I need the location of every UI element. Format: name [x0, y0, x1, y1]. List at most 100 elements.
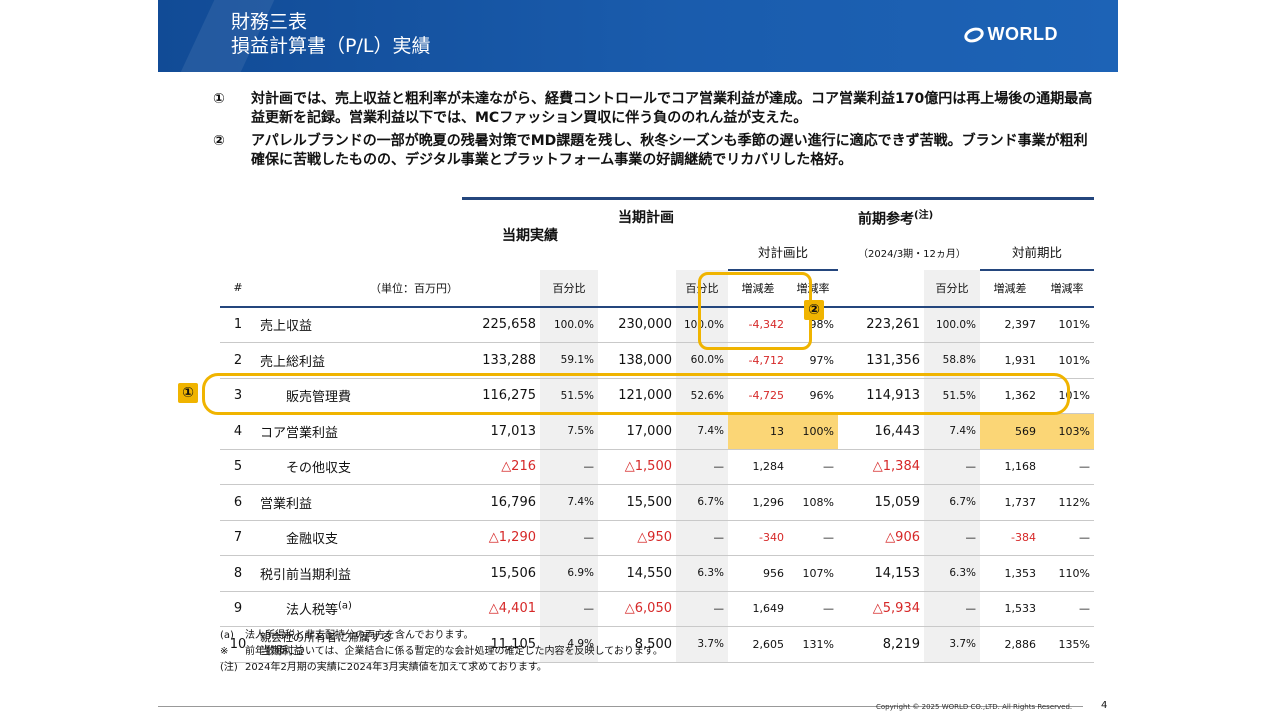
row-number: 8 [220, 555, 256, 592]
prev-period-label: （2024/3期・12ヵ月） [858, 248, 966, 260]
actual-value: △216 [462, 449, 540, 485]
slide: 財務三表 損益計算書（P/L）実績 WORLD ① 対計画では、売上収益と粗利率… [158, 0, 1118, 720]
vs-plan-rate: 97% [788, 342, 838, 379]
pct-header: 百分比 [676, 270, 728, 307]
actual-value: △4,401 [462, 591, 540, 627]
footnote-text: 法人所得税と非支配持分の両方を含んでおります。 [245, 630, 474, 641]
footnote: (a) 法人所得税と非支配持分の両方を含んでおります。 [220, 628, 663, 644]
row-label: コア営業利益 [256, 413, 462, 450]
pl-table: 当期実績 当期計画 前期参考(注) 対計画比 （2024/3期・12ヵ月） 対前… [220, 197, 1094, 663]
row-number: 3 [220, 378, 256, 414]
footnote: (注) 2024年2月期の実績に2024年3月実績値を加えて求めております。 [220, 660, 663, 676]
plan-pct: 6.7% [676, 484, 728, 521]
vs-plan-diff: 2,605 [728, 626, 788, 663]
plan-value: 17,000 [598, 413, 676, 450]
plan-pct: 6.3% [676, 555, 728, 592]
pct-header: 百分比 [924, 270, 980, 307]
prev-value: △906 [838, 520, 924, 556]
actual-pct: 7.4% [540, 484, 598, 521]
prev-value: 16,443 [838, 413, 924, 450]
vs-prev-diff: 2,397 [980, 306, 1040, 343]
header-row-1: 当期実績 当期計画 前期参考(注) [220, 197, 1094, 270]
row-label-text: 法人税等 [286, 603, 339, 619]
row-label-text: 営業利益 [260, 496, 313, 512]
unit-label: （単位：百万円） [370, 281, 458, 295]
bullet-marker: ② [213, 133, 225, 149]
vs-prev-diff: 1,353 [980, 555, 1040, 592]
header-row-3: # （単位：百万円） 百分比 百分比 増減差 増減率 百分比 増減差 増減率 [220, 270, 1094, 307]
vs-prev-header: 対前期比 [980, 234, 1094, 271]
footnote-mark: ※ [220, 646, 229, 657]
row-label-text: 売上収益 [260, 319, 313, 335]
row-label-text: 売上総利益 [260, 354, 326, 370]
pct-header: 百分比 [540, 270, 598, 307]
title-line-1: 財務三表 [231, 11, 308, 33]
row-number: 7 [220, 520, 256, 556]
actual-pct: 59.1% [540, 342, 598, 379]
plan-pct: 60.0% [676, 342, 728, 379]
prev-pct: — [924, 449, 980, 485]
bullet-1: ① 対計画では、売上収益と粗利率が未達ながら、経費コントロールでコア営業利益が達… [213, 90, 1093, 128]
footer-line [158, 706, 1083, 707]
actual-pct: 100.0% [540, 306, 598, 343]
plan-pct: — [676, 591, 728, 627]
plan-value: △950 [598, 520, 676, 556]
row-label: 販売管理費 [256, 378, 462, 414]
plan-value: 230,000 [598, 306, 676, 343]
prev-value: 131,356 [838, 342, 924, 379]
prev-pct: 7.4% [924, 413, 980, 450]
prev-value: 114,913 [838, 378, 924, 414]
prev-pct: 58.8% [924, 342, 980, 379]
row-label: 売上収益 [256, 306, 462, 343]
logo-mark-icon [961, 24, 986, 45]
prev-header-label: 前期参考 [858, 211, 914, 228]
actual-pct: 7.5% [540, 413, 598, 450]
prev-pct: 100.0% [924, 306, 980, 343]
callout-marker-1: ① [178, 383, 198, 403]
vs-prev-rate: — [1040, 449, 1094, 485]
bullet-text: アパレルブランドの一部が晩夏の残暑対策でMD課題を残し、秋冬シーズンも季節の遅い… [251, 133, 1088, 168]
header-bar: 財務三表 損益計算書（P/L）実績 WORLD [158, 0, 1118, 90]
row-number: 2 [220, 342, 256, 379]
vs-prev-rate: 135% [1040, 626, 1094, 663]
vs-plan-diff: 1,649 [728, 591, 788, 627]
vs-prev-diff: -384 [980, 520, 1040, 556]
plan-pct: 7.4% [676, 413, 728, 450]
vs-prev-rate: 101% [1040, 378, 1094, 414]
rate-header: 増減率 [1050, 282, 1084, 296]
actual-pct: 51.5% [540, 378, 598, 414]
table-row: 3 販売管理費 116,275 51.5% 121,000 52.6% -4,725 96% 1… [220, 378, 1094, 414]
actual-value: 17,013 [462, 413, 540, 450]
vs-plan-diff: -340 [728, 520, 788, 556]
plan-header: 当期計画 [598, 197, 838, 235]
vs-plan-header: 対計画比 [728, 234, 838, 271]
prev-pct: — [924, 591, 980, 627]
summary-bullets: ① 対計画では、売上収益と粗利率が未達ながら、経費コントロールでコア営業利益が達… [213, 90, 1093, 174]
vs-plan-diff: -4,712 [728, 342, 788, 379]
vs-plan-diff: 1,284 [728, 449, 788, 485]
row-label-text: その他収支 [286, 461, 352, 477]
table-row: 7 金融収支 △1,290— △950— -340— △906— -384— [220, 520, 1094, 556]
vs-plan-rate: — [788, 449, 838, 485]
logo-text: WORLD [987, 24, 1058, 44]
prev-value: 8,219 [838, 626, 924, 663]
table-row: 1 売上収益 225,658 100.0% 230,000 100.0% -4,342 98%… [220, 306, 1094, 343]
plan-value: △6,050 [598, 591, 676, 627]
vs-prev-diff: 569 [980, 413, 1040, 450]
row-label-text-2: 当期利益 [260, 644, 304, 658]
actual-value: 225,658 [462, 306, 540, 343]
actual-value: △1,290 [462, 520, 540, 556]
vs-plan-diff: 13 [728, 413, 788, 450]
vs-prev-diff: 2,886 [980, 626, 1040, 663]
vs-plan-diff: 1,296 [728, 484, 788, 521]
vs-prev-rate: 101% [1040, 342, 1094, 379]
plan-pct: — [676, 520, 728, 556]
header-row-2: 対計画比 （2024/3期・12ヵ月） 対前期比 [220, 234, 1094, 271]
table-row: 9 法人税等(a) △4,401— △6,050—1,649— △5,934—1,533… [220, 591, 1094, 627]
row-label-text: コア営業利益 [260, 425, 339, 441]
vs-plan-diff: -4,725 [728, 378, 788, 414]
bullet-text: 対計画では、売上収益と粗利率が未達ながら、経費コントロールでコア営業利益が達成。… [251, 91, 1093, 126]
actual-pct: — [540, 449, 598, 485]
prev-header: 前期参考(注) [838, 197, 1094, 235]
footnote: ※ 前年数値については、企業結合に係る暫定的な会計処理の確定した内容を反映しており… [220, 644, 663, 660]
